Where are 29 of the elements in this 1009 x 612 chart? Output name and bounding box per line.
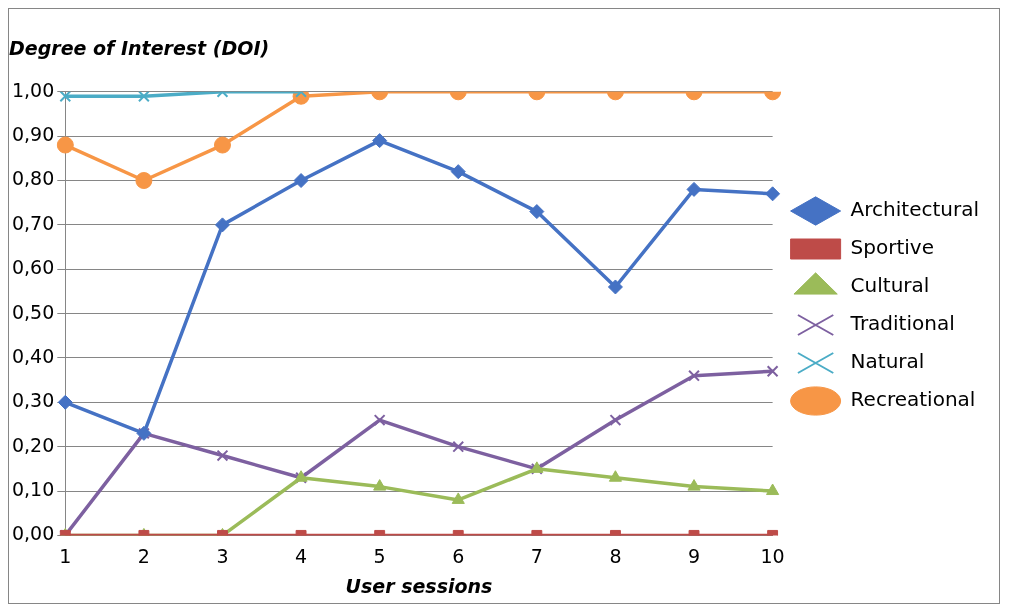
x-axis-title: User sessions <box>345 574 493 597</box>
x-tick-label: 9 <box>687 544 701 567</box>
x-tick-label: 1 <box>59 544 72 567</box>
x-tick-label: 6 <box>452 544 465 567</box>
x-tick-label: 4 <box>295 544 308 567</box>
y-tick-label: 0,70 <box>11 211 55 234</box>
legend-label: Recreational <box>850 387 976 412</box>
y-tick-label: 0,50 <box>11 300 55 323</box>
legend-label: Natural <box>850 349 925 374</box>
legend-label: Traditional <box>849 311 955 336</box>
y-tick-label: 0,90 <box>11 123 55 146</box>
legend-label: Architectural <box>850 197 979 222</box>
x-tick-label: 8 <box>609 544 622 567</box>
y-axis-title: Degree of Interest (DOI) <box>9 37 270 60</box>
y-tick-label: 0,40 <box>11 344 55 367</box>
x-tick-label: 10 <box>760 544 785 567</box>
y-tick-label: 0,80 <box>11 167 55 190</box>
y-tick-label: 1,00 <box>11 78 55 101</box>
y-tick-label: 0,10 <box>11 477 55 500</box>
x-tick-label: 5 <box>373 544 386 567</box>
y-tick-label: 0,20 <box>11 433 55 456</box>
legend-label: Sportive <box>850 235 934 260</box>
legend-label: Cultural <box>850 273 930 298</box>
x-tick-label: 3 <box>216 544 229 567</box>
x-tick-label: 7 <box>530 544 543 567</box>
y-tick-label: 0,30 <box>11 389 55 412</box>
x-tick-label: 2 <box>137 544 150 567</box>
y-tick-label: 0,00 <box>11 522 55 545</box>
y-tick-label: 0,60 <box>11 256 55 279</box>
